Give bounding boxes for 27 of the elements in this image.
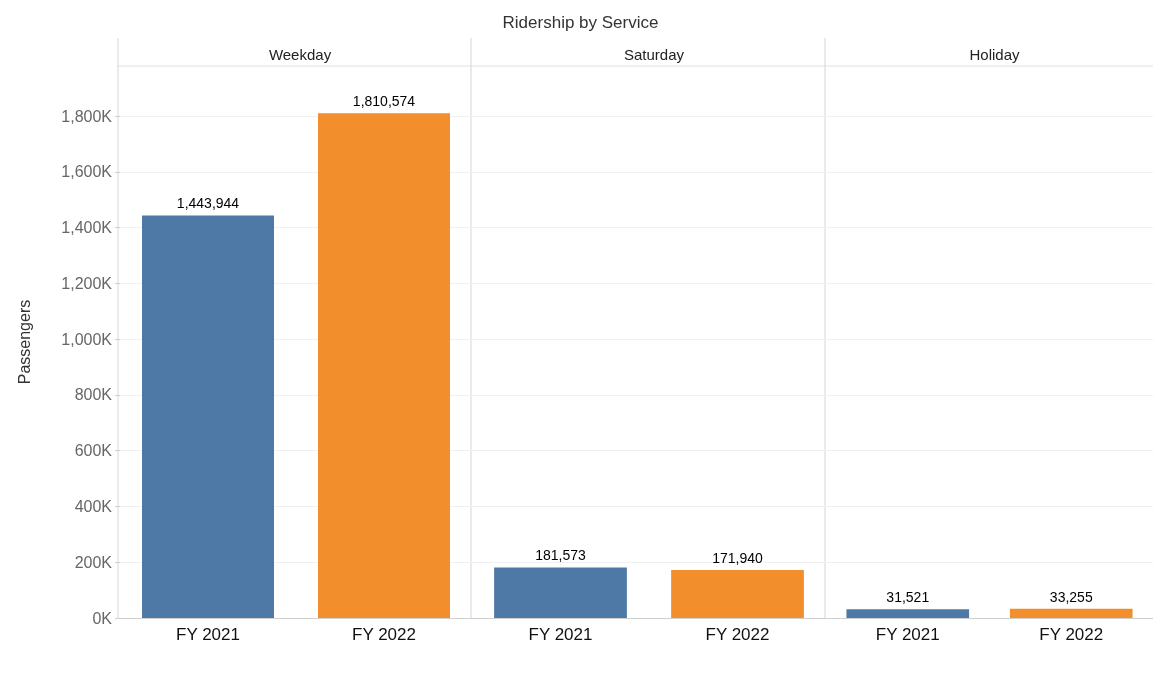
x-tick-label: FY 2021: [176, 625, 240, 644]
x-tick-label: FY 2022: [352, 625, 416, 644]
y-tick-label: 800K: [74, 386, 113, 404]
y-tick-label: 1,200K: [61, 274, 113, 292]
chart-title: Ridership by Service: [501, 12, 660, 34]
data-label: 1,810,574: [352, 93, 416, 110]
y-tick-label: 1,800K: [61, 107, 113, 125]
x-tick-label: FY 2022: [1039, 625, 1104, 644]
y-tick-label: 200K: [74, 553, 113, 571]
y-tick-label: 0K: [92, 609, 113, 627]
data-label: 181,573: [535, 547, 587, 564]
data-label: 1,443,944: [176, 195, 240, 212]
x-tick-label: FY 2022: [705, 625, 770, 644]
y-axis-title: Passengers: [15, 299, 33, 385]
y-tick-label: 1,000K: [61, 330, 113, 348]
x-tick-label: FY 2021: [875, 625, 940, 644]
chart-subtitle: Saturday: [623, 46, 685, 63]
y-tick-label: 600K: [74, 442, 113, 460]
data-label: 33,255: [1049, 588, 1093, 605]
chart-subtitle: Weekday: [268, 46, 332, 63]
data-label: 31,521: [886, 589, 930, 606]
x-tick-label: FY 2021: [528, 625, 593, 644]
y-tick-label: 400K: [74, 497, 113, 515]
y-tick-label: 1,400K: [61, 219, 113, 237]
chart-subtitle: Holiday: [969, 46, 1021, 63]
data-label: 171,940: [712, 550, 764, 567]
y-tick-label: 1,600K: [61, 163, 113, 181]
